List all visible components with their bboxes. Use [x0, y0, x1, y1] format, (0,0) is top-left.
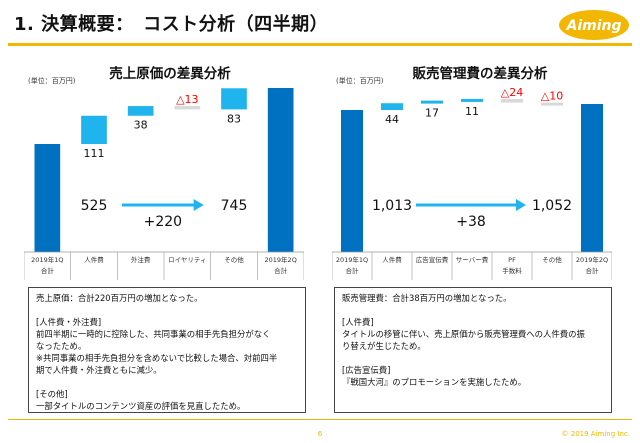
category-label: 人件費	[382, 255, 402, 264]
commentary-line	[36, 376, 298, 388]
commentary-line: [人件費・外注費]	[36, 317, 102, 327]
cost-waterfall-chart: 2019年1Q 合計 111 人件費 38 外注費 △13 ロイヤリティ 83 その他 2019年2…	[24, 88, 304, 280]
change-arrow-head	[193, 199, 204, 211]
commentary-line: ※共同事業の相手先負担分を含めないで比較した場合、対前四半	[36, 353, 278, 363]
sga-waterfall-chart: 2019年1Q 合計 44 人件費 17 広告宣伝費 11 サーバー費 △24 PF 手数料 △10 そ…	[332, 86, 612, 280]
category-label: 広告宣伝費	[416, 255, 449, 264]
category-label: 人件費	[84, 255, 104, 264]
waterfall-bar	[174, 106, 201, 110]
category-label: サーバー費	[456, 255, 489, 264]
change-arrow-head	[516, 199, 526, 211]
delta-label: 111	[84, 147, 105, 160]
waterfall-bar	[81, 115, 107, 144]
category-label: 外注費	[131, 255, 151, 264]
waterfall-bar	[127, 106, 154, 116]
waterfall-bar	[581, 104, 603, 252]
commentary-line: 一部タイトルのコンテンツ資産の評価を見直したため。	[36, 401, 246, 411]
commentary-line	[342, 304, 604, 316]
commentary-line: なったため。	[36, 341, 87, 351]
delta-label: △24	[501, 86, 523, 99]
commentary-line: 売上原価：合計220百万円の増加となった。	[36, 293, 203, 303]
end-total-label: 745	[221, 198, 248, 214]
end-total-label: 1,052	[532, 198, 572, 214]
delta-label: △13	[176, 93, 198, 106]
delta-label: △10	[541, 90, 563, 103]
delta-label: 17	[425, 107, 439, 120]
commentary-line: 『戦国大河』のプロモーションを実施したため。	[342, 377, 527, 387]
waterfall-bar	[221, 88, 247, 110]
commentary-line	[36, 304, 298, 316]
change-label: +38	[456, 214, 486, 230]
waterfall-bar	[541, 102, 563, 106]
sga-chart-unit: (単位：百万円)	[336, 77, 384, 85]
category-label: 手数料	[502, 266, 522, 275]
sga-commentary-box: 販売管理費：合計38百万円の増加となった。 [人件費] タイトルの移管に伴い、売上原…	[334, 287, 612, 413]
commentary-line: り替えが生じたため。	[342, 341, 426, 351]
commentary-line: [その他]	[36, 389, 68, 399]
category-label: 合計	[346, 266, 360, 275]
aiming-logo: Aiming	[559, 10, 629, 40]
start-total-label: 525	[81, 198, 108, 214]
start-total-label: 1,013	[372, 198, 412, 214]
delta-label: 11	[465, 105, 479, 118]
commentary-line: [広告宣伝費]	[342, 365, 391, 375]
delta-label: 83	[227, 112, 241, 125]
cost-chart-title: 売上原価の差異分析	[109, 66, 231, 82]
waterfall-bar	[267, 88, 294, 252]
cost-commentary-box: 売上原価：合計220百万円の増加となった。 [人件費・外注費] 前四半期に一時的に控…	[28, 287, 306, 413]
delta-label: 38	[134, 119, 148, 132]
page-number: 6	[317, 430, 323, 438]
copyright: © 2019 Aiming Inc.	[561, 430, 630, 438]
waterfall-bar	[461, 98, 483, 102]
footer-divider	[8, 419, 632, 420]
category-label: 2019年2Q	[576, 255, 608, 264]
category-label: 2019年1Q	[31, 255, 63, 264]
category-label: PF	[508, 256, 516, 264]
category-label: 2019年2Q	[265, 255, 297, 264]
page-title: 1. 決算概要： コスト分析（四半期）	[14, 14, 329, 35]
cost-chart-unit: (単位：百万円)	[28, 77, 76, 85]
title-divider	[8, 43, 632, 46]
category-label: 2019年1Q	[336, 255, 368, 264]
change-label: +220	[144, 214, 182, 230]
commentary-line: タイトルの移管に伴い、売上原価から販売管理費への人件費の振	[342, 329, 585, 339]
waterfall-bar	[34, 144, 61, 252]
commentary-line: 期で人件費・外注費ともに減少。	[36, 365, 162, 375]
svg-text:Aiming: Aiming	[565, 18, 621, 34]
waterfall-bar	[381, 103, 403, 110]
waterfall-bar	[341, 110, 363, 252]
commentary-line: 販売管理費：合計38百万円の増加となった。	[342, 293, 512, 303]
waterfall-bar	[501, 98, 523, 103]
commentary-line	[342, 352, 604, 364]
category-label: 合計	[586, 266, 600, 275]
sga-chart-title: 販売管理費の差異分析	[412, 66, 548, 82]
category-label: 合計	[274, 266, 288, 275]
category-label: 合計	[41, 266, 55, 275]
waterfall-bar	[421, 100, 443, 104]
category-label: ロイヤリティ	[168, 256, 206, 264]
category-label: その他	[542, 255, 562, 264]
commentary-line: 前四半期に一時的に控除した、共同事業の相手先負担分がなく	[36, 329, 271, 339]
category-label: その他	[224, 255, 244, 264]
commentary-line: [人件費]	[342, 317, 374, 327]
delta-label: 44	[385, 113, 399, 126]
